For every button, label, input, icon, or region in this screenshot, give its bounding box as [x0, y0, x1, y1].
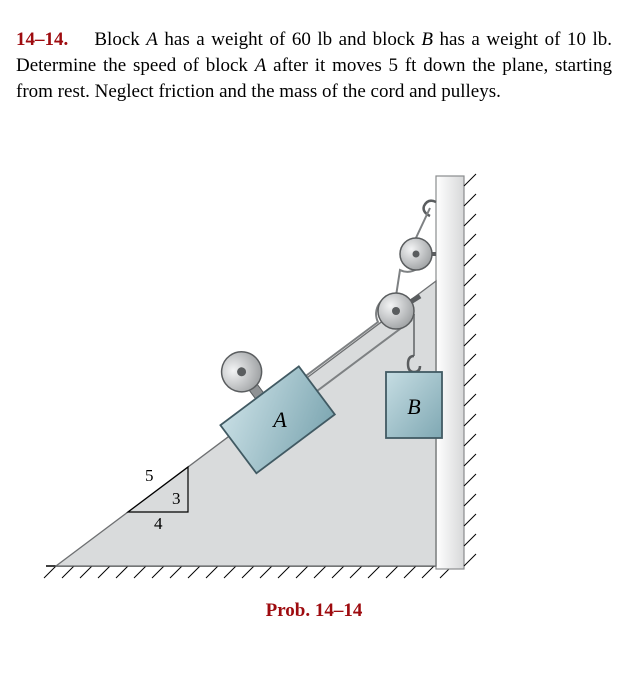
text-run: has a weight of 60 lb and block	[158, 29, 421, 50]
figure-caption: Prob. 14–14	[16, 600, 612, 622]
slope-run: 4	[154, 514, 163, 533]
var-A: A	[146, 29, 158, 50]
problem-number: 14–14.	[16, 29, 68, 50]
figure: 5 3 4	[16, 136, 612, 596]
block-A-label: A	[271, 407, 287, 432]
top-pulley	[400, 238, 436, 270]
problem-statement: 14–14. Block A has a weight of 60 lb and…	[16, 27, 612, 106]
var-A: A	[255, 55, 267, 76]
ground	[44, 566, 464, 578]
block-B-label: B	[407, 394, 420, 419]
slope-hyp: 5	[145, 466, 154, 485]
slope-rise: 3	[172, 489, 181, 508]
var-B: B	[421, 29, 433, 50]
text-run: Block	[94, 29, 146, 50]
